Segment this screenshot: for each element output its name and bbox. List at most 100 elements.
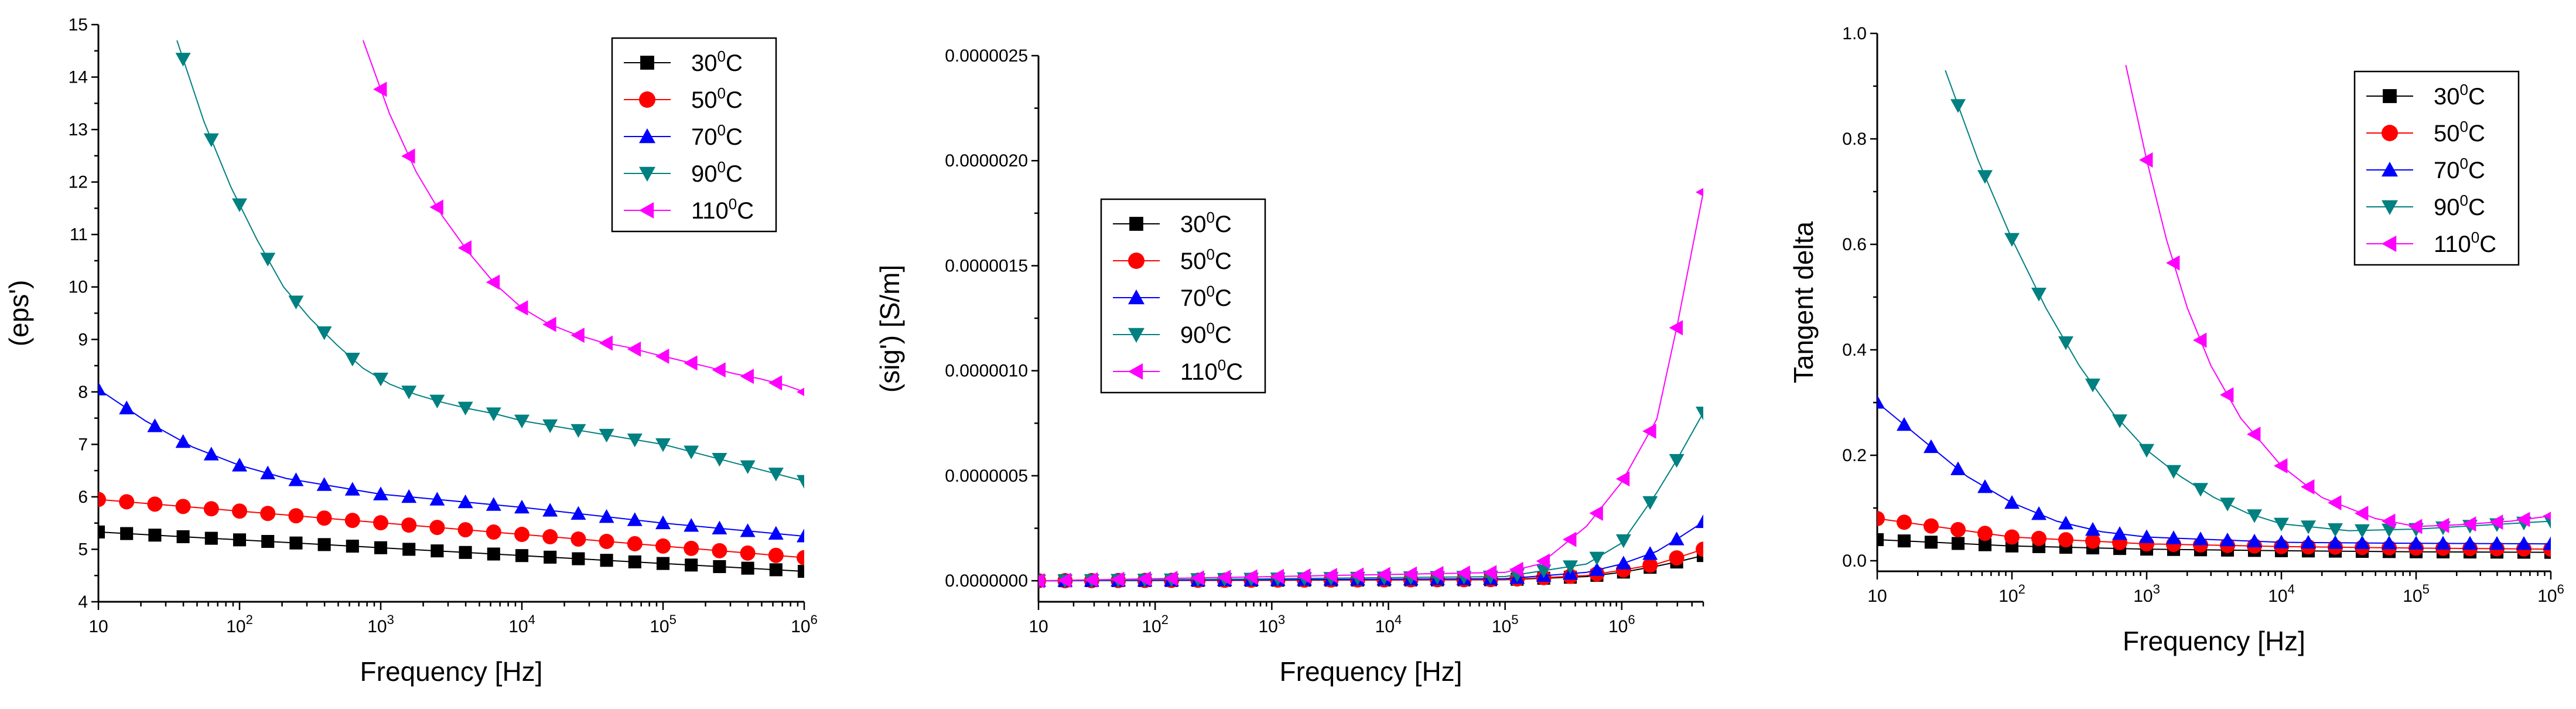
legend: 300C 500C 700C 900C 1100C [1100, 198, 1266, 394]
marker-110 [373, 81, 387, 97]
marker-90 [2085, 379, 2100, 393]
x-tick-label: 102 [226, 612, 253, 636]
x-tick-label: 105 [1492, 612, 1519, 636]
marker-70 [2139, 529, 2154, 543]
marker-90 [175, 53, 191, 67]
legend-box [611, 37, 777, 233]
legend-label-110: 1100C [691, 195, 754, 224]
marker-110 [1057, 572, 1071, 588]
series-70 [1877, 395, 2551, 550]
marker-50 [684, 540, 699, 556]
marker-110 [1509, 561, 1523, 577]
marker-70 [147, 418, 163, 432]
marker-70 [2166, 530, 2181, 544]
marker-110 [627, 341, 641, 357]
marker-110 [2435, 517, 2449, 533]
chart-sig: 0.0000000 0.0000005 0.0000010 0.0000015 0.00… [874, 46, 1704, 687]
marker-90 [288, 295, 304, 309]
y-axis-title: Tangent delta [1788, 221, 1819, 383]
marker-50 [1669, 550, 1685, 566]
marker-30 [487, 547, 500, 561]
y-tick-label: 11 [70, 225, 88, 244]
series-30 [98, 525, 804, 578]
x-axis-title: Frequency [Hz] [360, 656, 543, 687]
y-tick-label: 12 [69, 173, 88, 192]
marker-70 [570, 506, 586, 520]
marker-70 [2355, 535, 2370, 549]
marker-110 [401, 148, 415, 164]
marker-50 [232, 503, 247, 519]
marker-30 [713, 560, 726, 574]
legend-label-70: 700C [1180, 282, 1232, 311]
y-tick-label: 7 [78, 435, 88, 454]
marker-70 [2220, 532, 2235, 547]
marker-50 [797, 550, 804, 565]
series-90 [175, 40, 804, 489]
marker-90 [1536, 564, 1552, 578]
marker-30 [544, 550, 557, 564]
marker-110 [1164, 571, 1178, 587]
marker-70 [1696, 514, 1703, 529]
marker-90 [1950, 99, 1966, 113]
legend-marker-50 [1128, 253, 1144, 269]
marker-30 [1924, 536, 1938, 549]
marker-110 [429, 199, 443, 215]
legend-label-110: 1100C [1180, 356, 1243, 385]
marker-90 [1696, 406, 1703, 421]
marker-50 [486, 524, 501, 540]
marker-50 [1696, 541, 1703, 557]
marker-90 [316, 326, 332, 340]
marker-50 [1642, 557, 1658, 573]
x-axis-title: Frequency [Hz] [2123, 626, 2305, 656]
marker-90 [1563, 560, 1578, 574]
marker-70 [740, 523, 756, 537]
marker-70 [2031, 506, 2047, 520]
y-tick-label: 5 [78, 540, 88, 559]
x-tick-label: 102 [1142, 612, 1169, 636]
marker-90 [2112, 414, 2127, 428]
marker-90 [2139, 444, 2154, 458]
marker-110 [1482, 565, 1497, 581]
x-axis-title: Frequency [Hz] [1280, 656, 1463, 687]
marker-30 [261, 534, 275, 548]
marker-50 [740, 545, 756, 561]
legend-label-90: 900C [1180, 319, 1232, 348]
marker-110 [1270, 568, 1284, 584]
legend-marker-70 [639, 128, 655, 144]
legend-box [1100, 198, 1266, 394]
marker-30 [148, 529, 162, 542]
marker-30 [797, 565, 804, 578]
marker-30 [628, 555, 641, 568]
marker-70 [2408, 536, 2424, 550]
legend-marker-30 [1129, 217, 1143, 231]
marker-30 [317, 538, 331, 551]
marker-70 [344, 482, 360, 496]
marker-30 [515, 549, 529, 563]
marker-30 [1951, 537, 1965, 550]
y-tick-label: 0.6 [1842, 235, 1867, 254]
marker-110 [2220, 387, 2234, 403]
marker-30 [120, 527, 134, 540]
marker-110 [1376, 567, 1391, 582]
marker-70 [2193, 531, 2208, 546]
marker-70 [486, 497, 501, 511]
marker-50 [768, 547, 784, 563]
legend-marker-70 [1128, 289, 1144, 305]
marker-90 [684, 445, 699, 459]
marker-90 [401, 386, 417, 400]
marker-90 [2247, 509, 2262, 523]
marker-30 [233, 533, 247, 547]
marker-70 [768, 526, 784, 540]
marker-30 [346, 540, 359, 553]
marker-70 [797, 529, 804, 543]
marker-110 [712, 362, 726, 378]
y-tick-label: 0.0000025 [945, 46, 1028, 66]
marker-110 [1669, 320, 1683, 336]
marker-110 [684, 355, 698, 371]
marker-70 [288, 472, 304, 486]
marker-50 [175, 499, 191, 514]
series-110 [2125, 64, 2551, 534]
marker-70 [2112, 526, 2127, 540]
y-tick-label: 0.4 [1842, 340, 1867, 360]
marker-110 [1456, 565, 1470, 581]
